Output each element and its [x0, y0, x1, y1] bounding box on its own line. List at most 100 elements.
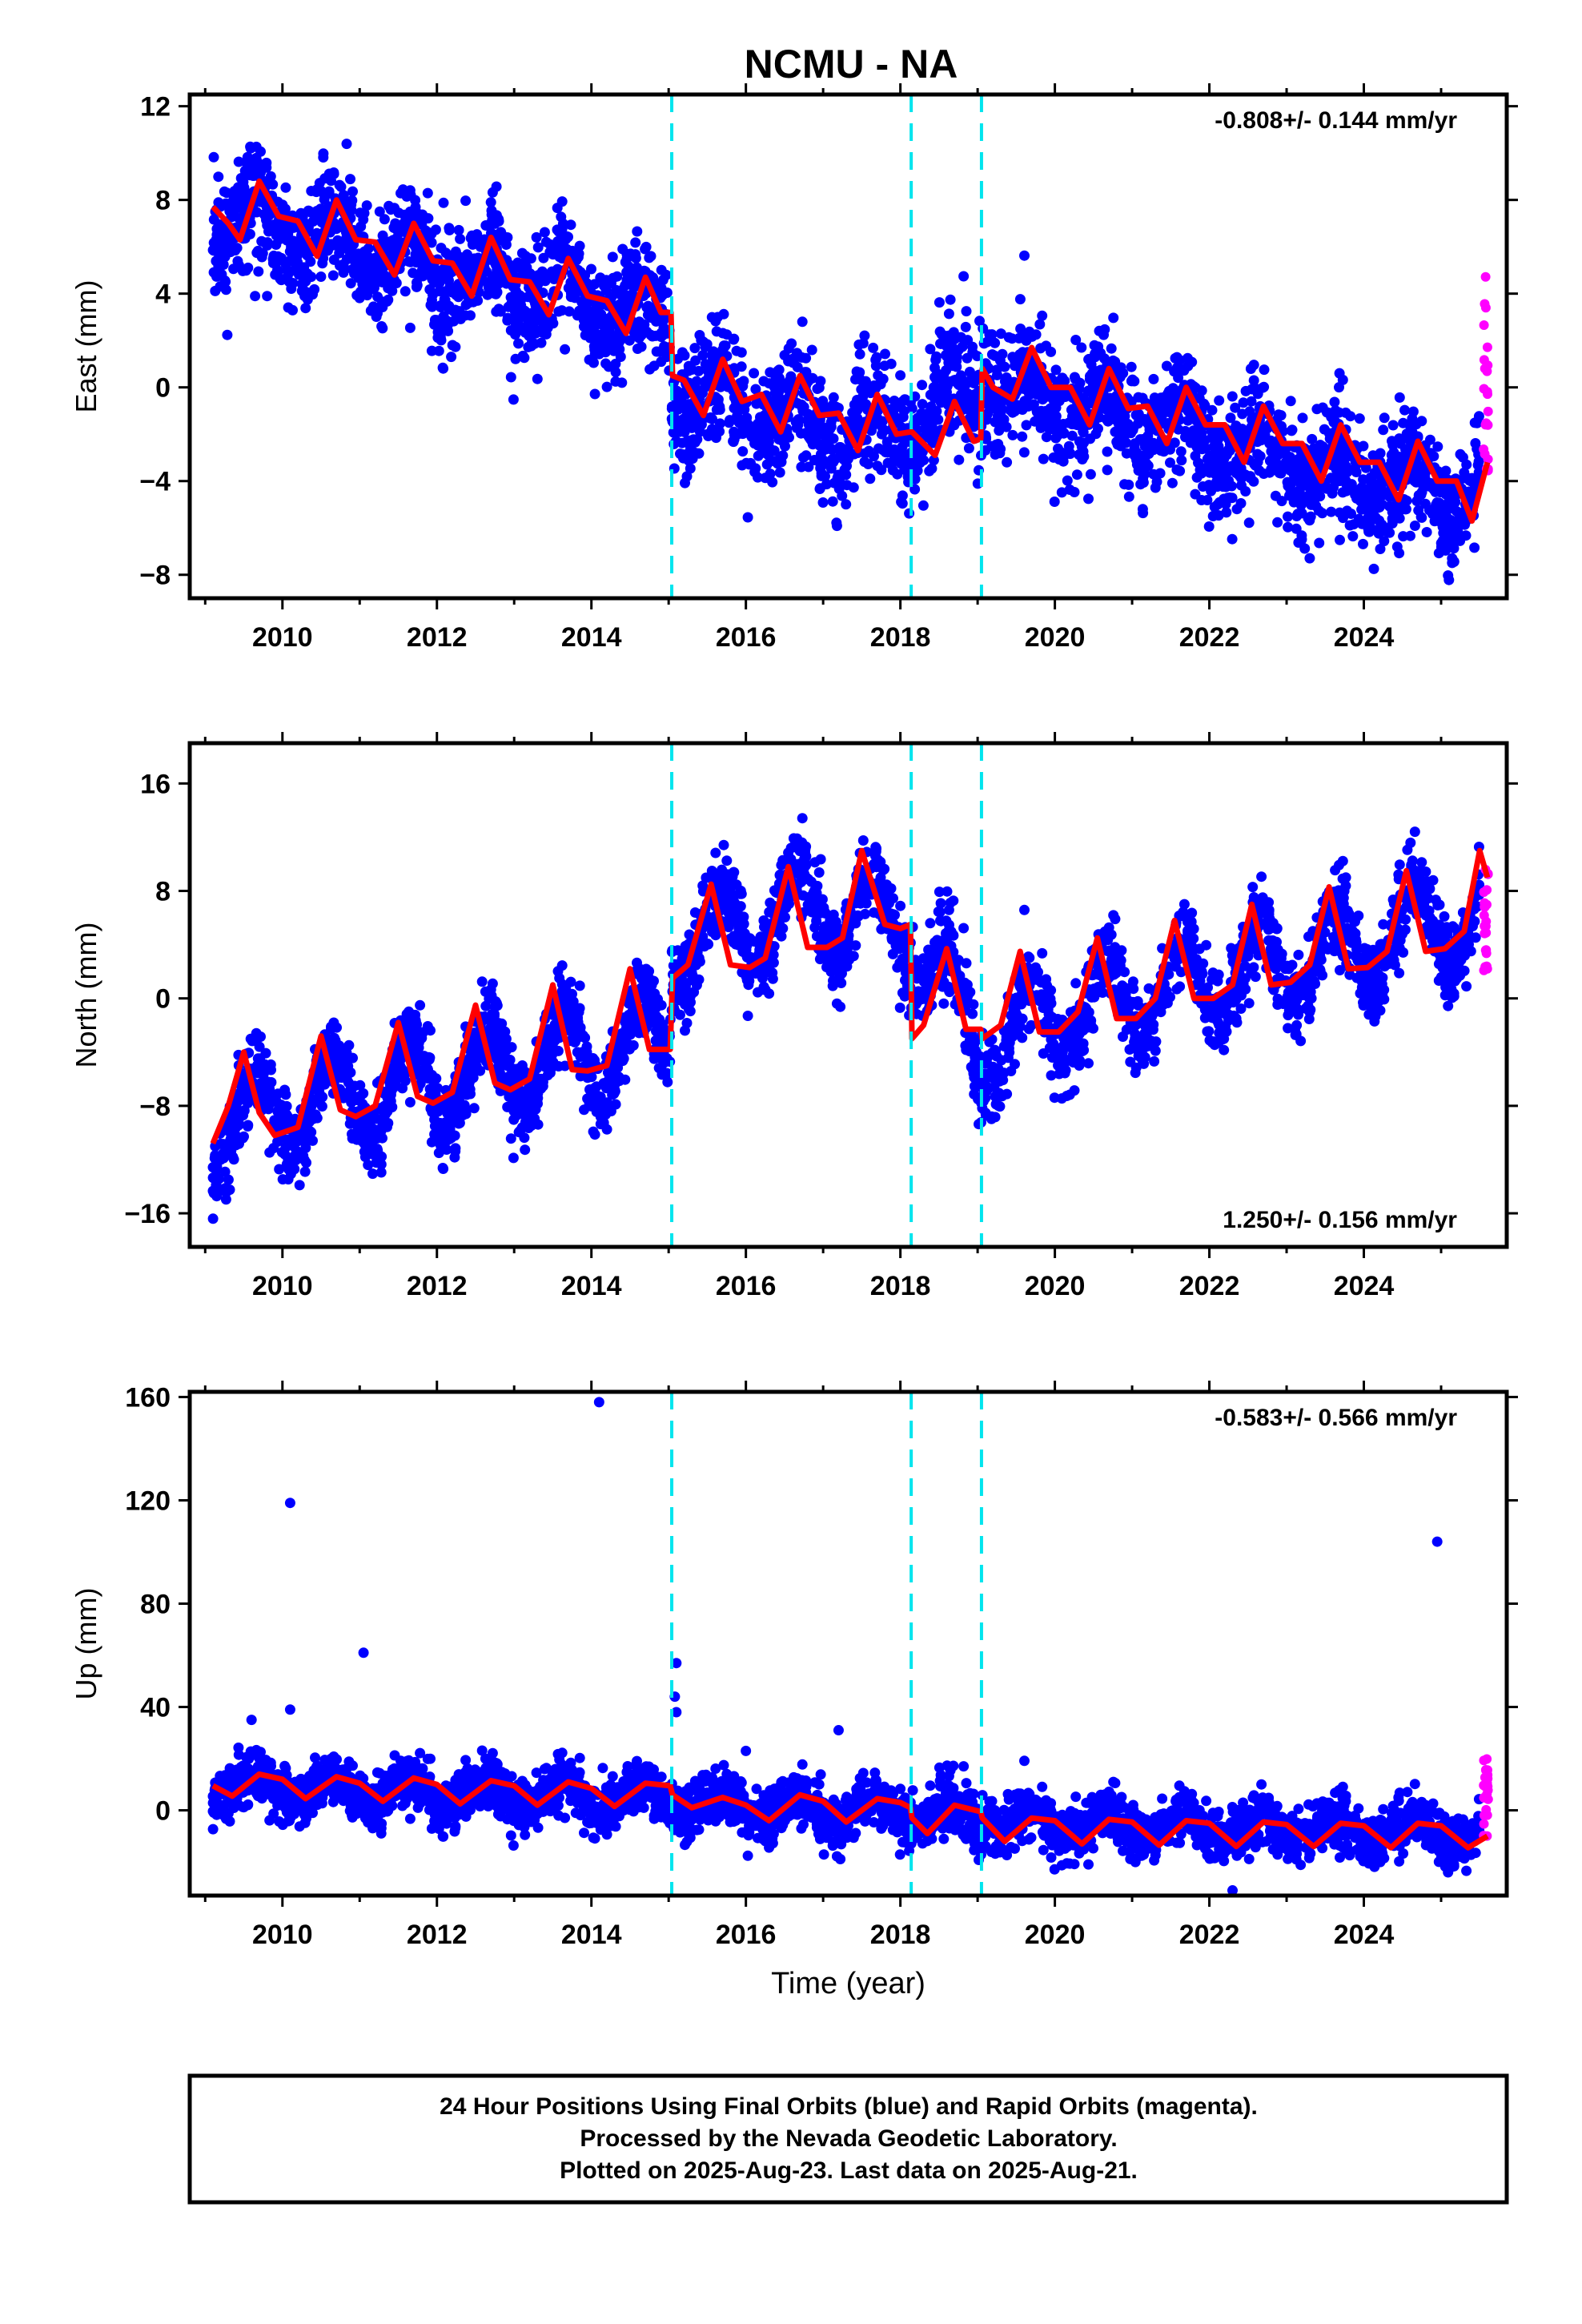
final-point: [258, 197, 269, 208]
chart-title: NCMU - NA: [745, 42, 958, 86]
velocity-label: -0.808+/- 0.144 mm/yr: [1215, 107, 1457, 134]
final-point: [493, 304, 504, 315]
final-point: [510, 353, 521, 364]
final-point: [938, 394, 949, 404]
final-point: [651, 346, 662, 357]
final-point: [1227, 533, 1238, 545]
final-point: [266, 178, 276, 189]
plot-area: [207, 139, 1493, 585]
final-point: [468, 296, 479, 308]
final-point: [1074, 436, 1085, 447]
final-point: [806, 436, 817, 447]
final-point: [505, 372, 516, 383]
final-point: [994, 425, 1005, 436]
final-point: [1219, 477, 1230, 489]
final-point: [1231, 504, 1243, 515]
final-point: [970, 388, 981, 400]
final-point: [1049, 497, 1060, 507]
final-point: [924, 465, 935, 476]
final-point: [1291, 523, 1302, 534]
final-point: [1085, 468, 1096, 480]
final-point: [857, 338, 869, 349]
final-point: [1017, 431, 1028, 442]
final-point: [640, 243, 651, 255]
x-tick-label: 2022: [1179, 622, 1240, 653]
final-point: [1050, 432, 1062, 444]
final-point: [1243, 517, 1255, 529]
final-point: [1219, 493, 1230, 505]
final-point: [656, 264, 667, 275]
final-point: [689, 343, 701, 354]
final-point: [389, 203, 400, 214]
final-point: [1137, 504, 1148, 515]
final-point: [476, 976, 488, 987]
final-point: [894, 1002, 905, 1013]
final-point: [243, 159, 255, 170]
final-point: [318, 148, 329, 159]
final-orbit-points: [207, 813, 1485, 1224]
final-point: [646, 312, 656, 324]
final-point: [1024, 326, 1035, 337]
final-point: [412, 279, 423, 291]
final-point: [630, 237, 641, 248]
final-point: [319, 173, 331, 184]
final-point: [825, 416, 837, 428]
final-point: [612, 271, 623, 282]
final-point: [1119, 418, 1130, 429]
final-point: [1347, 531, 1359, 542]
final-point: [866, 425, 877, 436]
final-point: [1432, 441, 1443, 452]
final-point: [993, 441, 1004, 452]
final-point: [857, 391, 869, 402]
final-point: [806, 344, 817, 356]
final-point: [519, 352, 530, 364]
final-point: [1059, 376, 1070, 387]
final-point: [1071, 469, 1082, 480]
final-point: [897, 412, 909, 423]
final-point: [842, 452, 853, 463]
final-point: [315, 271, 327, 282]
final-point: [405, 256, 416, 267]
final-point: [1410, 474, 1421, 485]
final-point: [1239, 960, 1251, 971]
final-point: [738, 376, 749, 387]
final-point: [1001, 372, 1012, 383]
final-point: [829, 401, 840, 412]
final-point: [1461, 981, 1472, 992]
final-point: [1072, 411, 1083, 422]
final-point: [1174, 465, 1186, 476]
x-tick-label: 2018: [870, 622, 931, 653]
final-point: [962, 352, 973, 364]
final-point: [1310, 493, 1321, 505]
final-point: [697, 336, 709, 348]
final-point: [990, 337, 1001, 348]
final-point: [412, 247, 424, 259]
final-point: [1266, 446, 1277, 457]
final-point: [1085, 433, 1096, 444]
final-point: [608, 345, 620, 356]
final-point: [1034, 319, 1046, 330]
y-tick-label: −8: [139, 561, 171, 591]
final-point: [408, 267, 419, 279]
final-point: [379, 214, 390, 225]
final-point: [1267, 460, 1279, 471]
final-point: [1340, 407, 1351, 418]
final-point: [656, 328, 667, 339]
final-point: [886, 444, 897, 456]
final-point: [643, 300, 654, 312]
final-point: [439, 263, 450, 274]
final-point: [393, 237, 404, 248]
rapid-point: [1483, 389, 1493, 400]
final-point: [690, 355, 701, 366]
final-point: [1349, 464, 1360, 475]
final-point: [1420, 866, 1431, 877]
final-point: [826, 454, 837, 465]
final-point: [287, 248, 298, 259]
final-point: [676, 396, 687, 407]
final-point: [1257, 382, 1268, 393]
final-point: [1078, 446, 1089, 457]
final-point: [572, 310, 583, 321]
final-point: [636, 330, 647, 340]
final-point: [444, 223, 455, 234]
